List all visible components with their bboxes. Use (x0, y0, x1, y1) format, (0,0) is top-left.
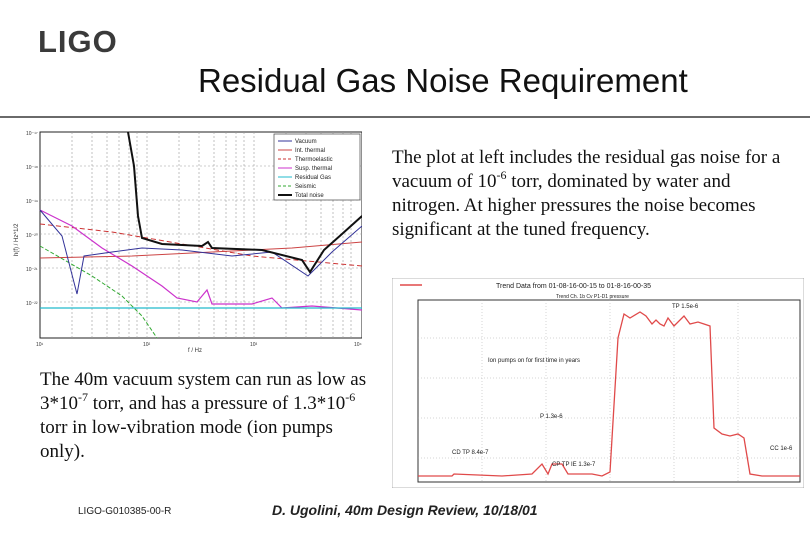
annotation-cd: CD TP 8.4e-7 (452, 450, 489, 456)
plot-frame (39, 131, 362, 339)
y-tick: 10⁻²² (26, 301, 38, 307)
y-tick: 10⁻¹⁷ (26, 131, 38, 137)
legend-total-noise: Total noise (295, 193, 324, 199)
right-paragraph: The plot at left includes the residual g… (392, 147, 781, 240)
x-tick: 10² (143, 342, 151, 348)
y-tick: 10⁻¹⁹ (26, 199, 38, 205)
x-tick: 10¹ (36, 342, 44, 348)
document-id: LIGO-G010385-00-R (78, 506, 172, 517)
trend-subheader: Trend Ch. 1b Cv P1-D1 pressure (556, 294, 629, 300)
legend-vacuum: Vacuum (295, 139, 317, 145)
trend-header: Trend Data from 01-08-16-00-15 to 01-8-1… (496, 283, 651, 290)
noise-budget-plot: Vacuum Int. thermal Thermoelastic Susp. … (12, 126, 362, 354)
title-divider (0, 116, 810, 118)
ligo-logo: LIGO (38, 24, 118, 59)
x-tick: 10³ (250, 342, 258, 348)
footer-citation: D. Ugolini, 40m Design Review, 10/18/01 (272, 502, 538, 518)
legend-susp-thermal: Susp. thermal (295, 166, 332, 172)
annotation-tp: TP 1.5e-6 (672, 304, 699, 310)
legend-seismic: Seismic (295, 184, 316, 190)
y-tick: 10⁻²⁰ (26, 233, 38, 239)
legend-int-thermal: Int. thermal (295, 148, 325, 154)
annotation-cp: CP TP IE 1.3e-7 (552, 462, 596, 468)
annotation-p: P 1.3e-6 (540, 414, 563, 420)
pressure-trend-plot: Trend Data from 01-08-16-00-15 to 01-8-1… (392, 278, 804, 488)
legend-residual-gas: Residual Gas (295, 175, 331, 181)
annotation-ion-pumps: Ion pumps on for first time in years (488, 358, 580, 364)
y-tick: 10⁻²¹ (26, 267, 38, 273)
annotation-cc: CC 1e-6 (770, 446, 793, 452)
y-tick: 10⁻¹⁸ (26, 165, 38, 171)
slide-title: Residual Gas Noise Requirement (198, 62, 688, 99)
x-tick: 10⁴ (354, 342, 362, 348)
y-axis-label: h(f) / Hz^1/2 (14, 223, 20, 256)
x-axis-label: f / Hz (188, 348, 202, 354)
legend-thermoelastic: Thermoelastic (295, 157, 333, 163)
left-paragraph: The 40m vacuum system can run as low as … (40, 369, 367, 462)
plot-legend: Vacuum Int. thermal Thermoelastic Susp. … (273, 133, 361, 201)
